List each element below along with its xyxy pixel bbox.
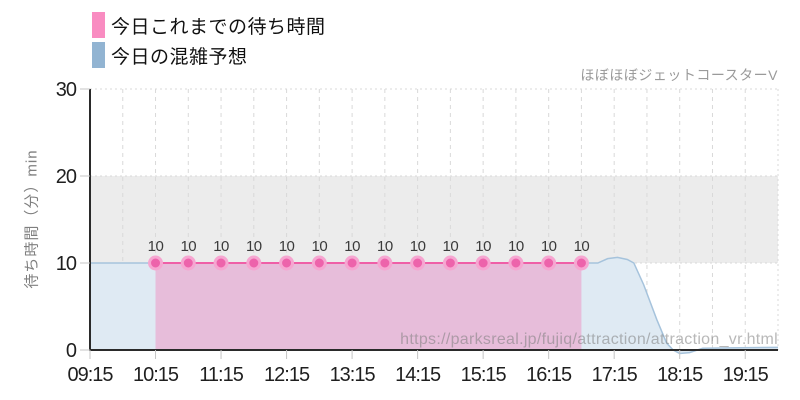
legend: 今日これまでの待ち時間 今日の混雑予想 [92,10,326,70]
data-point [442,255,458,271]
x-tick-label: 11:15 [199,364,243,386]
x-tick-label: 14:15 [395,364,441,386]
point-label: 10 [443,238,459,255]
chart-title: ほぼほぼジェットコースターV [580,67,778,83]
data-point [148,255,164,271]
forecast-area [90,257,778,354]
x-tick-label: 19:15 [723,364,769,386]
x-tick-label: 12:15 [264,364,310,386]
data-point [410,255,426,271]
data-point [377,255,393,271]
legend-label-forecast: 今日の混雑予想 [111,46,248,68]
x-tick-label: 16:15 [526,364,572,386]
data-point [508,255,524,271]
legend-item-actual-wait: 今日これまでの待ち時間 [92,10,326,40]
legend-item-forecast: 今日の混雑予想 [92,40,326,70]
y-tick-label: 30 [56,79,77,101]
point-label: 10 [574,238,590,255]
point-label: 10 [475,238,491,255]
x-tick-label: 13:15 [330,364,376,386]
point-label: 10 [410,238,426,255]
y-tick-label: 10 [56,253,77,275]
data-point [573,255,589,271]
crowd-band [90,176,778,263]
data-point [541,255,557,271]
x-tick-label: 17:15 [592,364,638,386]
data-point [344,255,360,271]
x-tick-label: 09:15 [67,364,113,386]
watermark-url: https://parksreal.jp/fujiq/attraction/at… [400,331,778,348]
legend-label-actual-wait: 今日これまでの待ち時間 [111,16,326,38]
y-tick-label: 0 [66,340,77,362]
actual-area [155,263,582,350]
point-label: 10 [508,238,524,255]
x-tick-label: 15:15 [461,364,507,386]
point-label: 10 [279,238,295,255]
data-point [311,255,327,271]
point-label: 10 [180,238,196,255]
data-point [246,255,262,271]
point-label: 10 [541,238,557,255]
data-point [475,255,491,271]
data-point [180,255,196,271]
point-label: 10 [311,238,327,255]
legend-swatch-actual-wait [92,12,105,38]
data-point [279,255,295,271]
point-label: 10 [246,238,262,255]
point-label: 10 [377,238,393,255]
x-tick-label: 18:15 [657,364,703,386]
y-tick-label: 20 [56,166,77,188]
point-label: 10 [344,238,360,255]
data-point [213,255,229,271]
point-label: 10 [148,238,164,255]
legend-swatch-forecast [92,42,105,68]
x-tick-label: 10:15 [133,364,179,386]
point-label: 10 [213,238,229,255]
